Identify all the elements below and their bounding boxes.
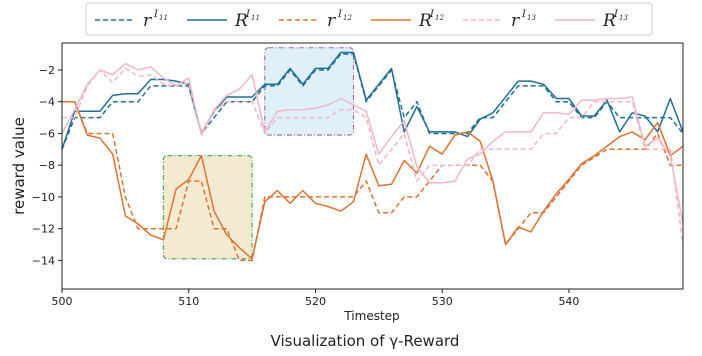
highlight-box-2 — [264, 47, 355, 136]
x-tick-label: 520 — [305, 295, 326, 308]
x-tick-label: 530 — [432, 295, 453, 308]
legend-entry-3: r I 12 — [279, 9, 352, 31]
series-line-1 — [61, 53, 684, 150]
y-tick-label: −6 — [39, 127, 55, 140]
legend-label-base: r — [143, 11, 152, 31]
legend-entry-1: r I 11 — [95, 9, 168, 31]
legend-label-base: R — [602, 11, 616, 31]
y-axis-ticks: −2 −4 −6 −8 −10 −12 −14 — [32, 64, 62, 267]
x-tick-label: 540 — [558, 295, 579, 308]
x-axis-ticks: 500 510 520 530 540 — [52, 289, 579, 308]
legend-label-sub: 13 — [619, 14, 628, 22]
series-line-5 — [62, 67, 684, 245]
legend-entry-6: RI 13 — [555, 9, 628, 31]
legend-frame — [85, 2, 653, 36]
legend: r I 11 RI 11 r I 12 RI 12 r I 13 RI 13 — [85, 2, 653, 36]
y-axis-label: reward value — [10, 117, 28, 215]
x-axis-label: Timestep — [343, 309, 399, 323]
y-tick-label: −14 — [32, 254, 55, 267]
legend-entry-4: RI 12 — [371, 9, 444, 31]
legend-label-base: R — [418, 11, 432, 31]
series-lines — [61, 51, 684, 262]
legend-label-sup: I — [245, 9, 251, 20]
y-tick-label: −12 — [32, 223, 55, 236]
x-tick-label: 500 — [52, 295, 73, 308]
y-tick-label: −10 — [32, 191, 55, 204]
legend-label-base: R — [234, 11, 248, 31]
legend-label-base: r — [511, 11, 520, 31]
series-line-6 — [61, 62, 684, 225]
series-line-4 — [62, 100, 684, 260]
legend-label-sup: I — [521, 9, 527, 20]
legend-label-sub: 11 — [251, 14, 260, 22]
legend-label-base: r — [327, 11, 336, 31]
y-tick-label: −4 — [39, 96, 55, 109]
legend-label-sub: 11 — [159, 14, 168, 22]
legend-label-sub: 12 — [343, 14, 352, 22]
figure-caption: Visualization of γ-Reward — [271, 332, 460, 350]
legend-entry-5: r I 13 — [463, 9, 536, 31]
legend-entry-2: RI 11 — [187, 9, 260, 31]
legend-label-sup: I — [337, 9, 343, 20]
legend-label-sup: I — [613, 9, 619, 20]
legend-label-sup: I — [429, 9, 435, 20]
legend-label-sub: 12 — [435, 14, 444, 22]
y-tick-label: −2 — [39, 64, 55, 77]
series-line-3 — [62, 100, 683, 262]
plot-frame — [61, 42, 684, 290]
legend-label-sub: 13 — [527, 14, 536, 22]
y-tick-label: −8 — [39, 159, 55, 172]
legend-label-sup: I — [153, 9, 159, 20]
x-tick-label: 510 — [178, 295, 199, 308]
